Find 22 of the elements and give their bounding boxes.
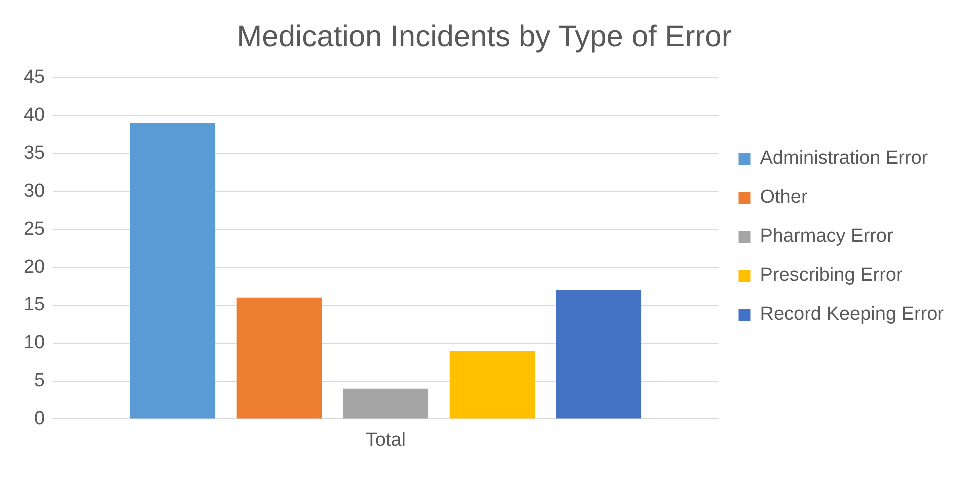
chart-title: Medication Incidents by Type of Error	[237, 20, 732, 54]
y-tick-label: 45	[24, 67, 46, 88]
bar	[450, 350, 536, 419]
legend-label: Other	[760, 187, 808, 208]
bar	[236, 298, 322, 419]
y-tick-label: 10	[24, 332, 46, 354]
y-tick-label: 40	[24, 105, 46, 126]
bar	[556, 290, 642, 419]
x-tick-label: Total	[366, 430, 406, 451]
bar	[130, 123, 216, 419]
bar	[343, 388, 429, 419]
legend-label: Record Keeping Error	[760, 304, 945, 326]
y-tick-label: 30	[24, 180, 46, 202]
legend-label: Prescribing Error	[760, 265, 904, 286]
y-tick-label: 20	[24, 256, 46, 278]
y-tick-label: 25	[24, 218, 46, 240]
y-tick-label: 15	[24, 294, 46, 316]
legend-label: Administration Error	[760, 148, 929, 170]
legend-label: Pharmacy Error	[760, 226, 894, 248]
y-tick-label: 0	[34, 408, 46, 430]
y-tick-label: 35	[24, 143, 46, 164]
y-tick-label: 5	[34, 370, 46, 392]
